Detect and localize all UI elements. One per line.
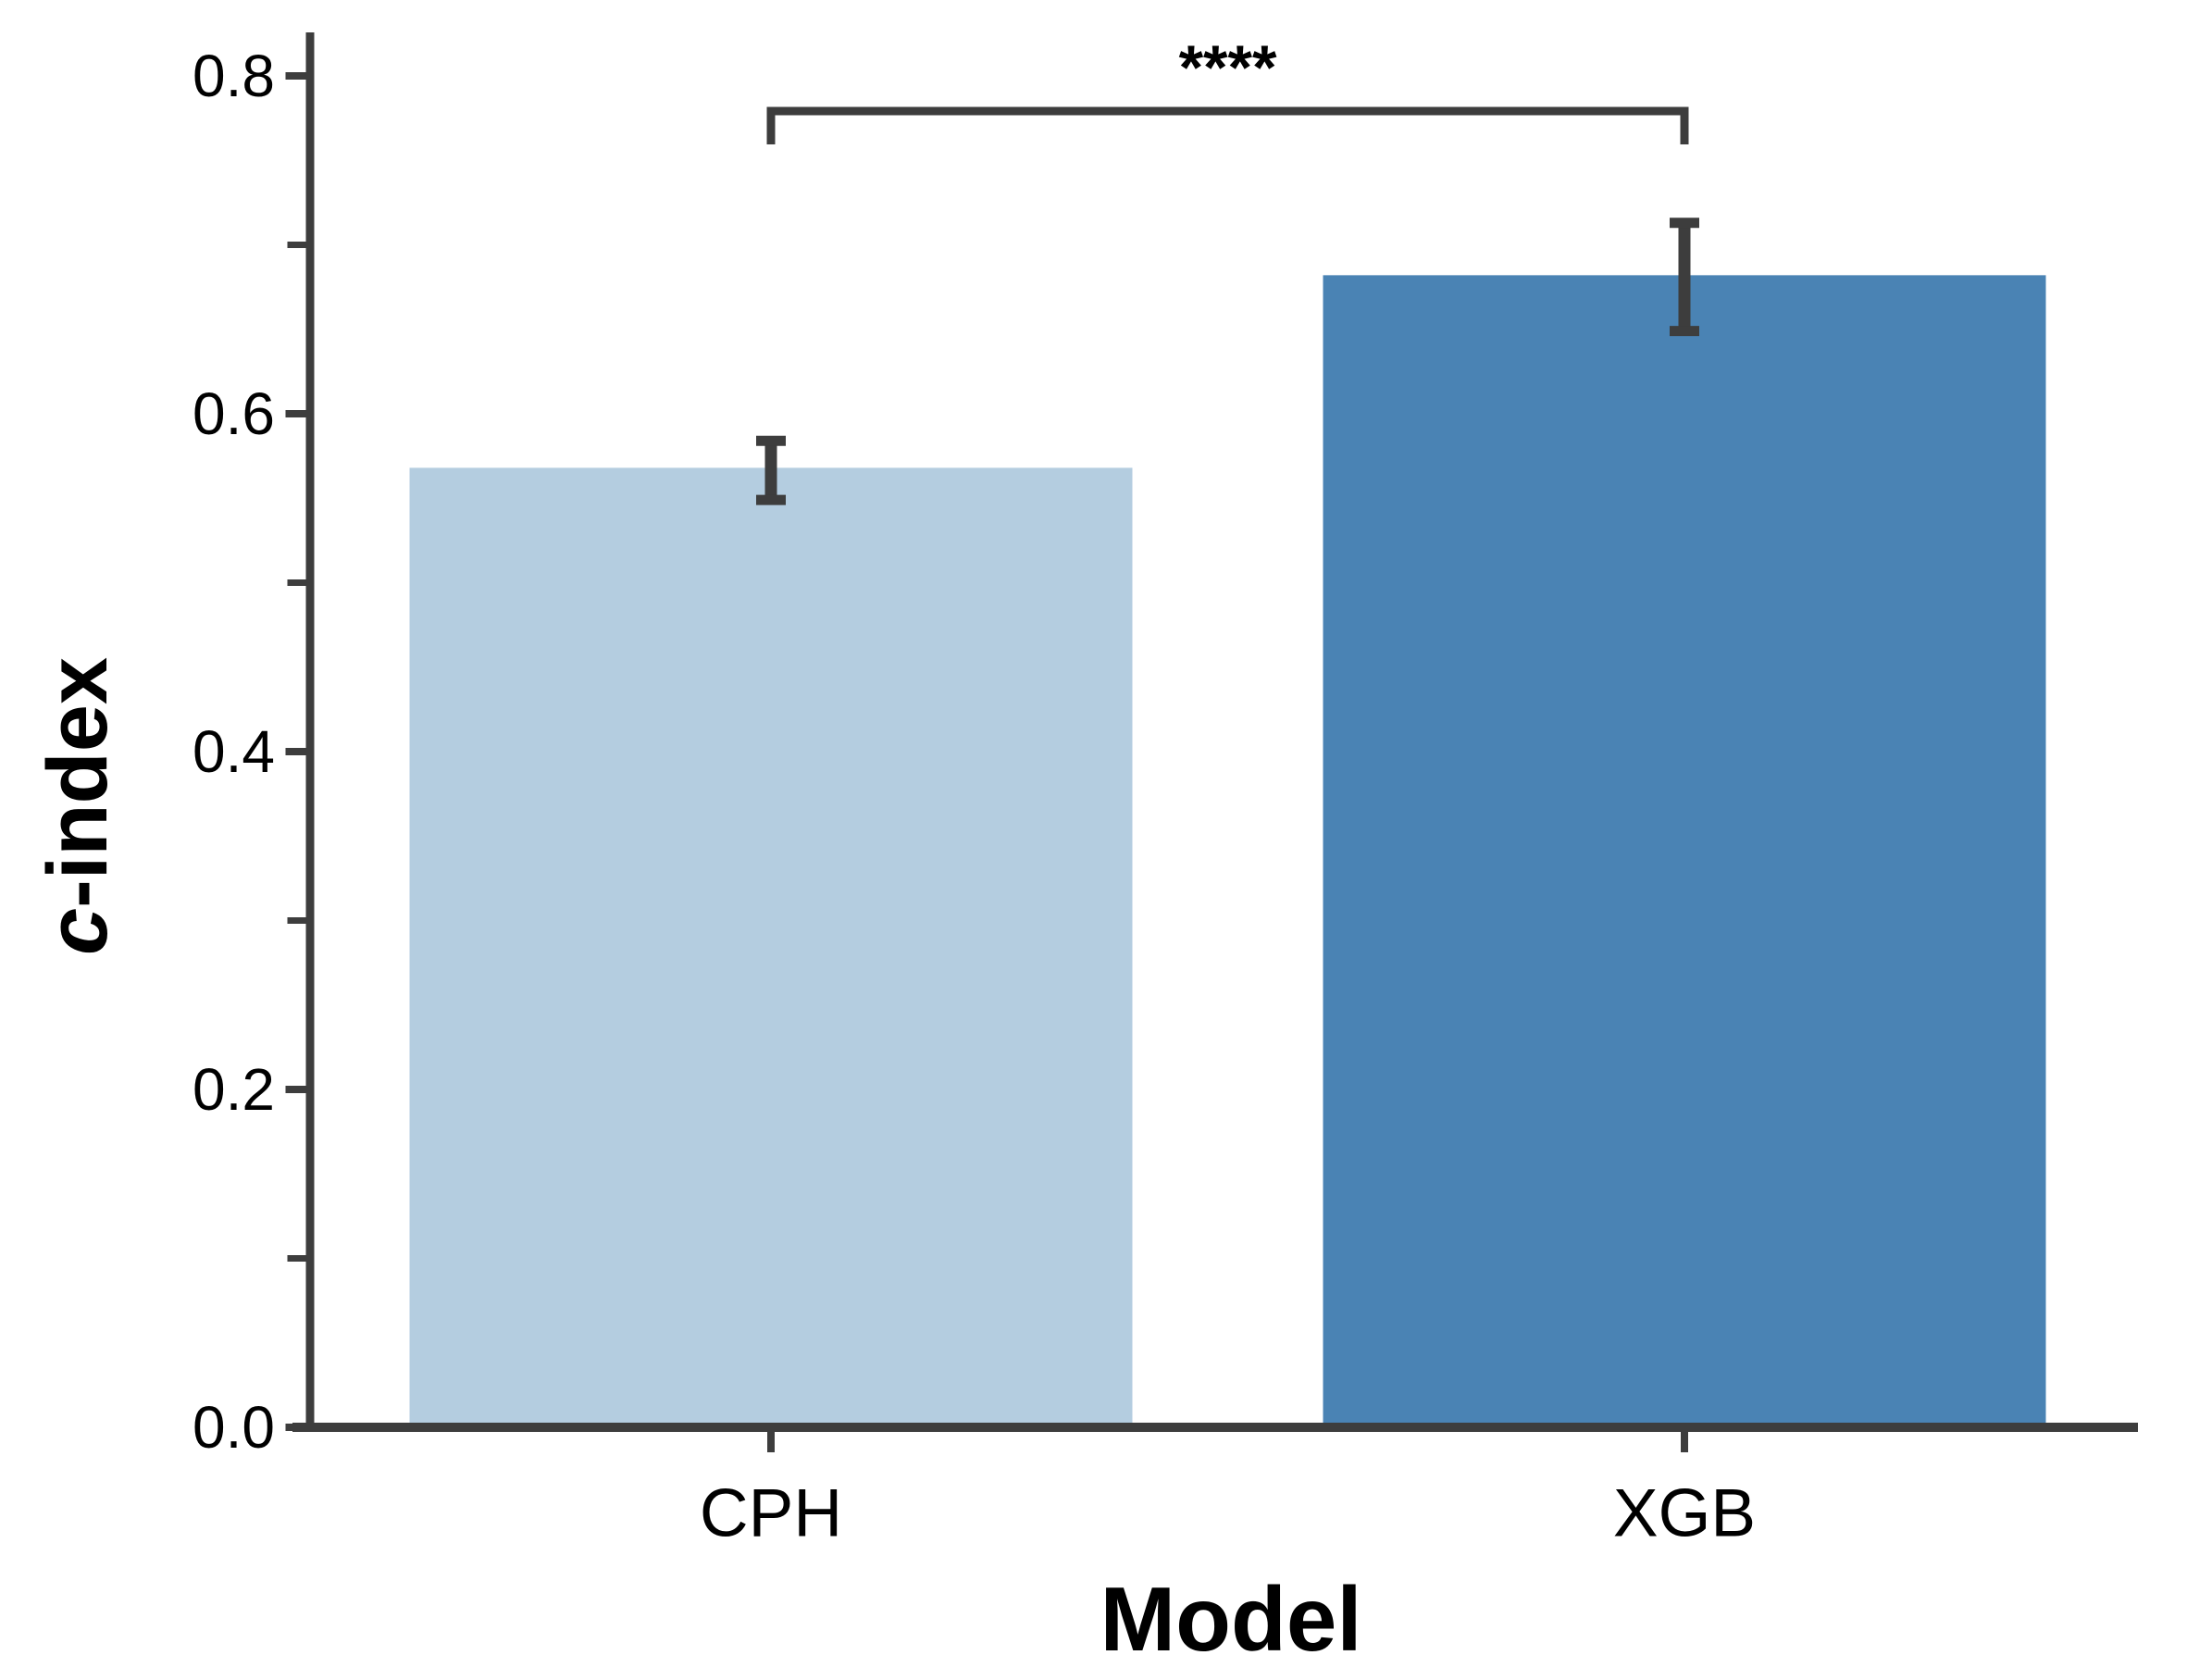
y-axis-title: c-index xyxy=(31,657,125,955)
x-tick-label-cph: CPH xyxy=(700,1476,842,1551)
y-tick-label: 0.6 xyxy=(193,380,275,447)
x-axis-title: Model xyxy=(1100,1568,1362,1670)
y-axis-title-rest-part: -index xyxy=(31,656,125,908)
y-tick-label: 0.8 xyxy=(193,43,275,109)
y-tick-label: 0.4 xyxy=(193,718,275,785)
significance-bracket xyxy=(766,106,1689,144)
x-tick-label-xgb: XGB xyxy=(1613,1476,1756,1551)
y-tick-label: 0.0 xyxy=(193,1394,275,1461)
bar-cph xyxy=(409,467,1133,1427)
significance-label: **** xyxy=(1179,32,1277,103)
y-axis-title-italic-part: c xyxy=(31,907,125,956)
y-tick-label: 0.2 xyxy=(193,1056,275,1123)
bar-xgb xyxy=(1323,275,2046,1428)
